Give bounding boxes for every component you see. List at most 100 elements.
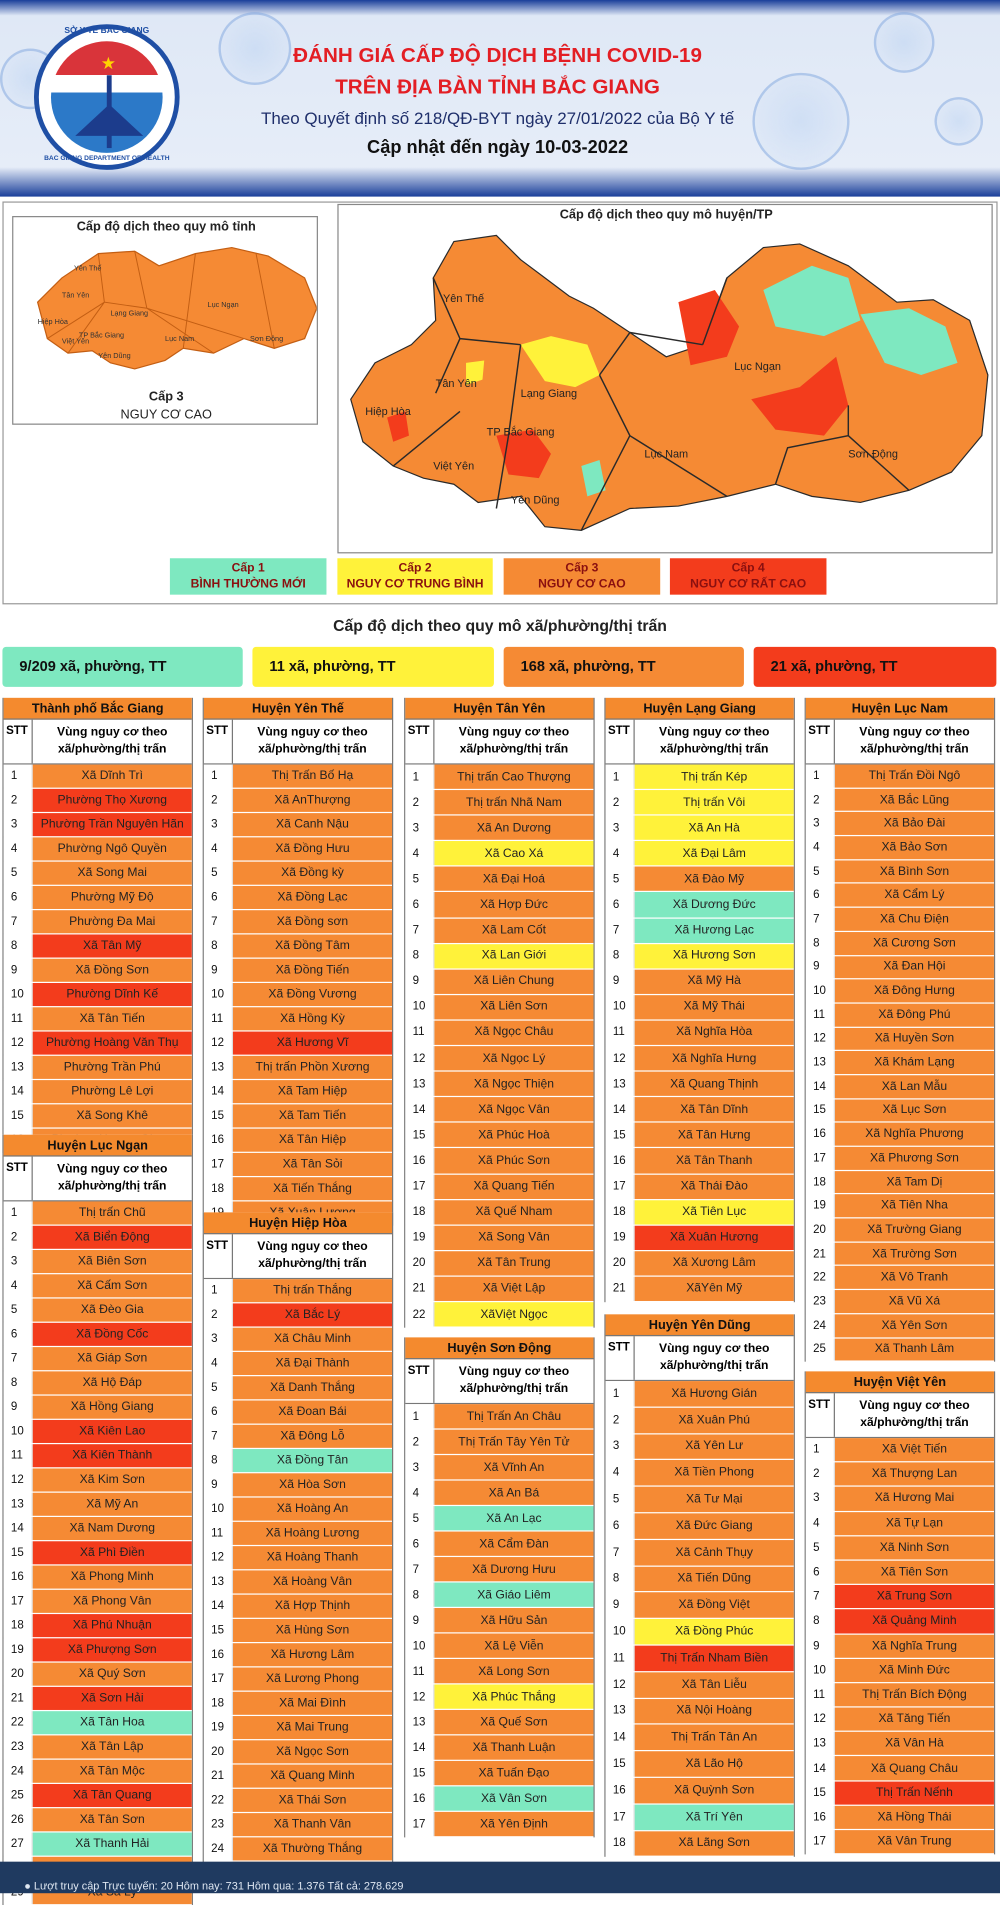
row-stt: 19 — [605, 1225, 635, 1250]
row-stt: 18 — [805, 1170, 835, 1194]
row-commune: Xã Hòa Sơn — [233, 1473, 392, 1497]
district-map-label: Hiệp Hòa — [365, 405, 411, 418]
row-stt: 8 — [605, 943, 635, 969]
table-row: 15 Xã Tân Hưng — [605, 1122, 794, 1149]
row-commune: Xã An Lạc — [434, 1506, 594, 1531]
table-row: 16 Xã Tân Hiệp — [203, 1128, 392, 1153]
table-row: 20 Xã Quý Sơn — [3, 1662, 192, 1687]
row-commune: Xã Tam Hiệp — [233, 1080, 392, 1104]
row-commune: Thị trấn Vôi — [634, 790, 794, 815]
district-map-label: Sơn Động — [848, 447, 898, 460]
row-commune: Xã Phương Sơn — [834, 1146, 994, 1170]
row-stt: 5 — [203, 1376, 234, 1400]
district-table: Huyện Hiệp Hòa STT Vùng nguy cơ theo xã/ph… — [202, 1212, 394, 1886]
row-commune: Xã Thái Đào — [634, 1174, 794, 1199]
row-commune: Xã Tân Mỹ — [32, 934, 192, 958]
row-commune: Xã Ngọc Lý — [434, 1046, 594, 1071]
row-commune: Xã Nội Hoàng — [634, 1698, 794, 1724]
row-commune: Xã Danh Thắng — [233, 1376, 392, 1400]
table-row: 11 Xã Hồng Kỳ — [203, 1007, 392, 1032]
row-stt: 14 — [203, 1080, 234, 1104]
row-commune: Xã Phượng Sơn — [32, 1638, 192, 1662]
table-row: 9 Xã Mỹ Hà — [605, 969, 794, 995]
row-stt: 9 — [805, 955, 835, 979]
row-commune: Xã Song Mai — [32, 861, 192, 885]
row-stt: 19 — [203, 1716, 234, 1740]
district-table: Huyện Yên Thế STT Vùng nguy cơ theo xã/phư… — [202, 697, 394, 1226]
row-stt: 10 — [605, 994, 635, 1020]
row-stt: 11 — [805, 1003, 835, 1027]
table-row: 9 Xã Hòa Sơn — [203, 1473, 392, 1498]
table-row: 2 Xã Bắc Lý — [203, 1303, 392, 1328]
row-commune: Xã Ngọc Vân — [434, 1097, 594, 1122]
province-map-label: Lục Ngạn — [207, 302, 239, 310]
table-header: STT Vùng nguy cơ theo xã/phường/thị trấn — [203, 719, 392, 765]
row-stt: 15 — [405, 1122, 435, 1148]
table-row: 16 Xã Nghĩa Phương — [805, 1122, 994, 1147]
row-commune: Thị Trấn Tân An — [634, 1724, 794, 1751]
table-row: 15 Xã Phúc Hoà — [405, 1122, 594, 1149]
row-stt: 6 — [203, 885, 234, 909]
row-stt: 4 — [605, 841, 635, 866]
row-stt: 2 — [3, 788, 33, 812]
table-row: 14 Xã Quang Châu — [805, 1756, 994, 1782]
table-row: 10 Xã Đồng Phúc — [605, 1619, 794, 1646]
row-stt: 11 — [605, 1020, 635, 1045]
row-commune: Xã Thanh Vân — [233, 1813, 392, 1837]
table-row: 8 Xã Lan Giới — [405, 943, 594, 970]
table-row: 5 Xã Ninh Sơn — [805, 1536, 994, 1561]
row-commune: Xã Đoan Bái — [233, 1400, 392, 1424]
row-commune: Thị Trấn Nham Biền — [634, 1645, 794, 1671]
table-header: STT Vùng nguy cơ theo xã/phường/thị trấn — [3, 1156, 192, 1202]
table-row: 4 Phường Ngô Quyền — [3, 837, 192, 862]
row-stt: 7 — [805, 1585, 835, 1609]
row-commune: Xã AnThượng — [233, 788, 392, 812]
row-stt: 17 — [405, 1174, 435, 1199]
table-row: 12 Xã Phúc Thắng — [405, 1684, 594, 1710]
table-row: 14 Xã Lan Mẫu — [805, 1075, 994, 1100]
header-name: Vùng nguy cơ theo xã/phường/thị trấn — [257, 725, 368, 757]
row-stt: 6 — [3, 885, 33, 909]
row-stt: 16 — [805, 1122, 835, 1146]
row-commune: Thị Trấn Đồi Ngô — [834, 764, 994, 788]
row-stt: 16 — [405, 1786, 435, 1811]
row-commune: Xã Mai Trung — [233, 1716, 392, 1740]
table-row: 10 Xã Hoàng An — [203, 1497, 392, 1522]
table-row: 10 Xã Đông Hưng — [805, 979, 994, 1004]
row-stt: 16 — [405, 1148, 435, 1173]
table-row: 13 Xã Nội Hoàng — [605, 1698, 794, 1725]
row-commune: Xã Tân Tiến — [32, 1007, 192, 1031]
table-row: 15 Xã Phì Điền — [3, 1541, 192, 1566]
table-row: 2 Xã Xuân Phú — [605, 1407, 794, 1434]
row-commune: Thị Trấn Tây Yên Tử — [434, 1429, 594, 1454]
row-stt: 11 — [405, 1020, 435, 1045]
table-row: 17 Xã Tân Sỏi — [203, 1152, 392, 1178]
table-row: 6 Xã Đoan Bái — [203, 1400, 392, 1425]
table-row: 22 Xã Vô Tranh — [805, 1266, 994, 1291]
table-row: 10 Xã Minh Đức — [805, 1658, 994, 1684]
table-row: 24 Xã Thường Thắng — [203, 1837, 392, 1862]
table-header: STT Vùng nguy cơ theo xã/phường/thị trấn — [203, 1234, 392, 1280]
table-row: 5 Xã Tư Mại — [605, 1486, 794, 1514]
summary-level-3: 168 xã, phường, TT — [503, 646, 744, 687]
row-commune: Xã Đồng Cốc — [32, 1322, 192, 1346]
district-table: Huyện Việt Yên STT Vùng nguy cơ theo xã/ph… — [804, 1371, 996, 1855]
row-commune: Phường Lê Lợi — [32, 1080, 192, 1104]
row-commune: Xã Mai Đình — [233, 1691, 392, 1715]
row-stt: 13 — [3, 1492, 33, 1516]
row-stt: 17 — [203, 1152, 234, 1176]
table-row: 15 Xã Lão Hộ — [605, 1751, 794, 1778]
table-row: 3 Xã Hương Mai — [805, 1487, 994, 1512]
row-commune: Xã Đồng Tiến — [233, 958, 392, 982]
row-stt: 9 — [3, 1395, 33, 1419]
district-table: Huyện Yên Dũng STT Vùng nguy cơ theo xã/ph… — [604, 1314, 795, 1858]
row-commune: Xã Nam Dương — [32, 1517, 192, 1541]
table-row: 8 Xã Tiến Dũng — [605, 1566, 794, 1593]
row-commune: Phường Dĩnh Kế — [32, 983, 192, 1007]
row-stt: 2 — [3, 1225, 33, 1249]
row-commune: Xã Huyền Sơn — [834, 1027, 994, 1051]
table-row: 4 Xã Đồng Hưu — [203, 837, 392, 862]
row-stt: 8 — [203, 934, 234, 958]
row-commune: Xã Vân Trung — [834, 1830, 994, 1854]
row-stt: 3 — [3, 813, 33, 837]
